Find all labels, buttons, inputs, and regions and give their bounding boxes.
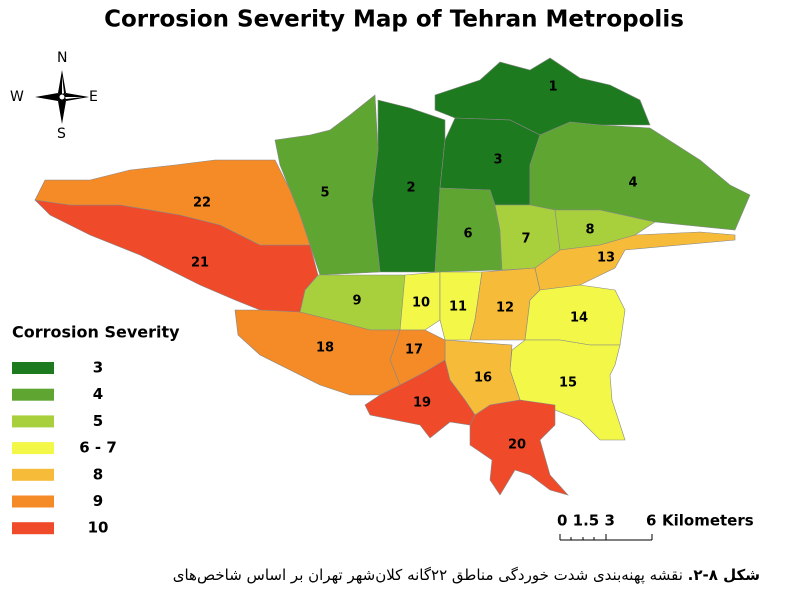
scale-bar: 0 1.5 3 6 Kilometers: [557, 512, 754, 541]
district: [364, 359, 476, 439]
title: Corrosion Severity Map of Tehran Metropo…: [104, 7, 684, 33]
district-label: 14: [570, 311, 588, 326]
compass: N S E W: [10, 50, 98, 142]
district-label: 20: [508, 438, 526, 453]
legend-label: 6 - 7: [79, 439, 117, 457]
district-label: 2: [406, 181, 415, 196]
district-label: 1: [548, 80, 557, 95]
district-label: 5: [320, 186, 329, 201]
scale-unit: Kilometers: [662, 512, 754, 530]
district-label: 16: [474, 371, 492, 386]
legend-title: Corrosion Severity: [12, 323, 180, 342]
district-label: 12: [496, 301, 514, 316]
district-label: 8: [585, 223, 594, 238]
legend-swatch: [12, 442, 54, 455]
compass-n: N: [57, 50, 67, 66]
legend-swatch: [12, 388, 54, 401]
legend-swatch: [12, 362, 54, 374]
legend-swatch: [12, 415, 54, 428]
district-label: 10: [412, 296, 430, 311]
caption: شکل ۸-۲. نقشه پهنه‌بندی شدت خوردگی مناطق…: [0, 566, 760, 584]
district-label: 22: [193, 196, 211, 211]
district-label: 11: [449, 300, 467, 315]
legend-swatch: [12, 495, 54, 508]
legend-label: 5: [93, 412, 103, 430]
district: [534, 231, 736, 291]
legend-label: 10: [88, 519, 109, 537]
legend-label: 8: [93, 465, 103, 483]
district-label: 15: [559, 376, 577, 391]
map: Corrosion Severity Map of Tehran Metropo…: [10, 7, 754, 541]
district-label: 3: [493, 153, 502, 168]
scale-ticks: 0 1.5 3: [557, 512, 615, 530]
district: [469, 399, 569, 496]
district-label: 4: [628, 176, 637, 191]
district-label: 13: [597, 251, 615, 266]
district-label: 19: [413, 396, 431, 411]
district: [399, 271, 441, 331]
district-label: 6: [463, 227, 472, 242]
district-label: 21: [191, 256, 209, 271]
caption-figure: شکل ۸-۲.: [687, 566, 760, 584]
district-label: 17: [405, 343, 423, 358]
district-label: 9: [352, 294, 361, 309]
district-label: 18: [316, 341, 334, 356]
scale-end: 6: [646, 512, 656, 530]
legend-label: 3: [93, 359, 103, 377]
legend-label: 4: [93, 385, 103, 403]
district: [34, 159, 311, 246]
district-label: 7: [521, 232, 530, 247]
legend-label: 9: [93, 492, 103, 510]
caption-text: نقشه پهنه‌بندی شدت خوردگی مناطق ۲۲گانه ک…: [172, 566, 683, 584]
compass-w: W: [10, 89, 24, 105]
compass-s: S: [57, 126, 66, 142]
legend-swatch: [12, 468, 54, 481]
legend-swatch: [12, 522, 54, 535]
compass-e: E: [89, 89, 98, 105]
